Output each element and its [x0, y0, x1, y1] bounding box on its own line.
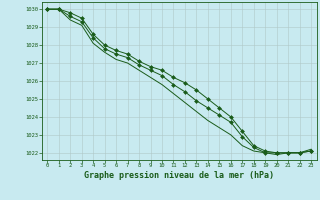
X-axis label: Graphe pression niveau de la mer (hPa): Graphe pression niveau de la mer (hPa) — [84, 171, 274, 180]
